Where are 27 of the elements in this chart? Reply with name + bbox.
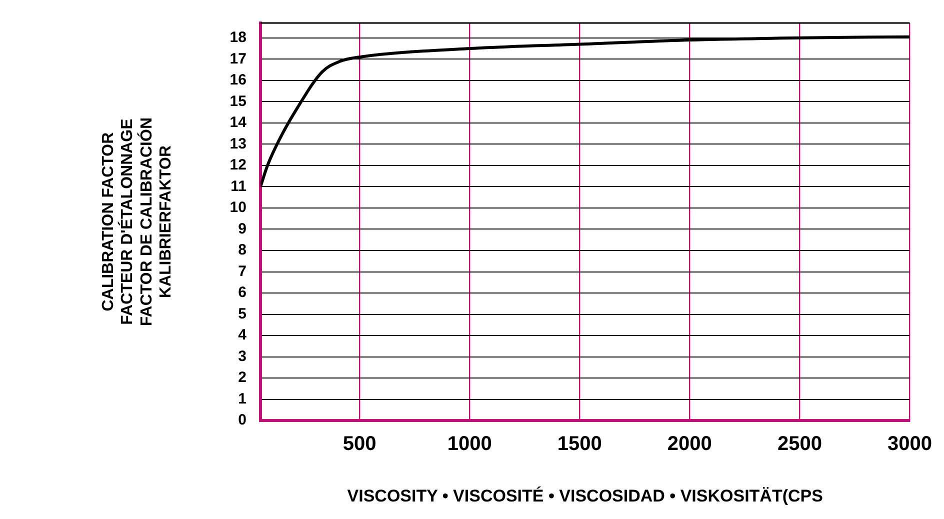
y-tick-label: 18 [230, 29, 246, 46]
y-tick-label: 11 [230, 178, 246, 195]
y-tick-label: 9 [238, 220, 246, 238]
x-tick-label: 1000 [447, 433, 492, 456]
y-tick-label: 12 [230, 156, 246, 174]
x-tick-label: 500 [342, 433, 376, 456]
y-tick-label: 10 [230, 199, 246, 216]
y-tick-label: 4 [238, 326, 248, 344]
y-tick-label: 17 [230, 50, 246, 68]
y-tick-label: 6 [238, 284, 246, 302]
y-tick-label: 8 [238, 242, 246, 259]
y-tick-label: 13 [230, 135, 246, 152]
y-tick-label: 3 [238, 348, 246, 365]
x-axis-title: VISCOSITY • VISCOSITÉ • VISCOSIDAD • VISKOSITÄT(CPS [347, 485, 823, 506]
y-tick-label: 7 [238, 262, 246, 280]
x-tick-label: 2000 [667, 433, 712, 456]
x-tick-label: 1500 [557, 433, 602, 456]
y-tick-label: 0 [238, 412, 246, 429]
y-tick-label: 16 [230, 72, 246, 89]
y-axis-title: CALIBRATION FACTOR FACTEUR D'ÉTALONNAGE FACTOR DE CALIBRACIÓN KALIBRIERFAKTOR [100, 118, 175, 326]
y-tick-label: 5 [238, 305, 246, 322]
y-tick-label: 15 [230, 92, 246, 110]
x-tick-label: 2500 [777, 433, 822, 456]
x-tick-label: 3000 [888, 433, 932, 456]
y-tick-label: 1 [238, 390, 246, 408]
y-tick-label: 14 [230, 114, 248, 132]
y-tick-label: 2 [238, 369, 246, 386]
